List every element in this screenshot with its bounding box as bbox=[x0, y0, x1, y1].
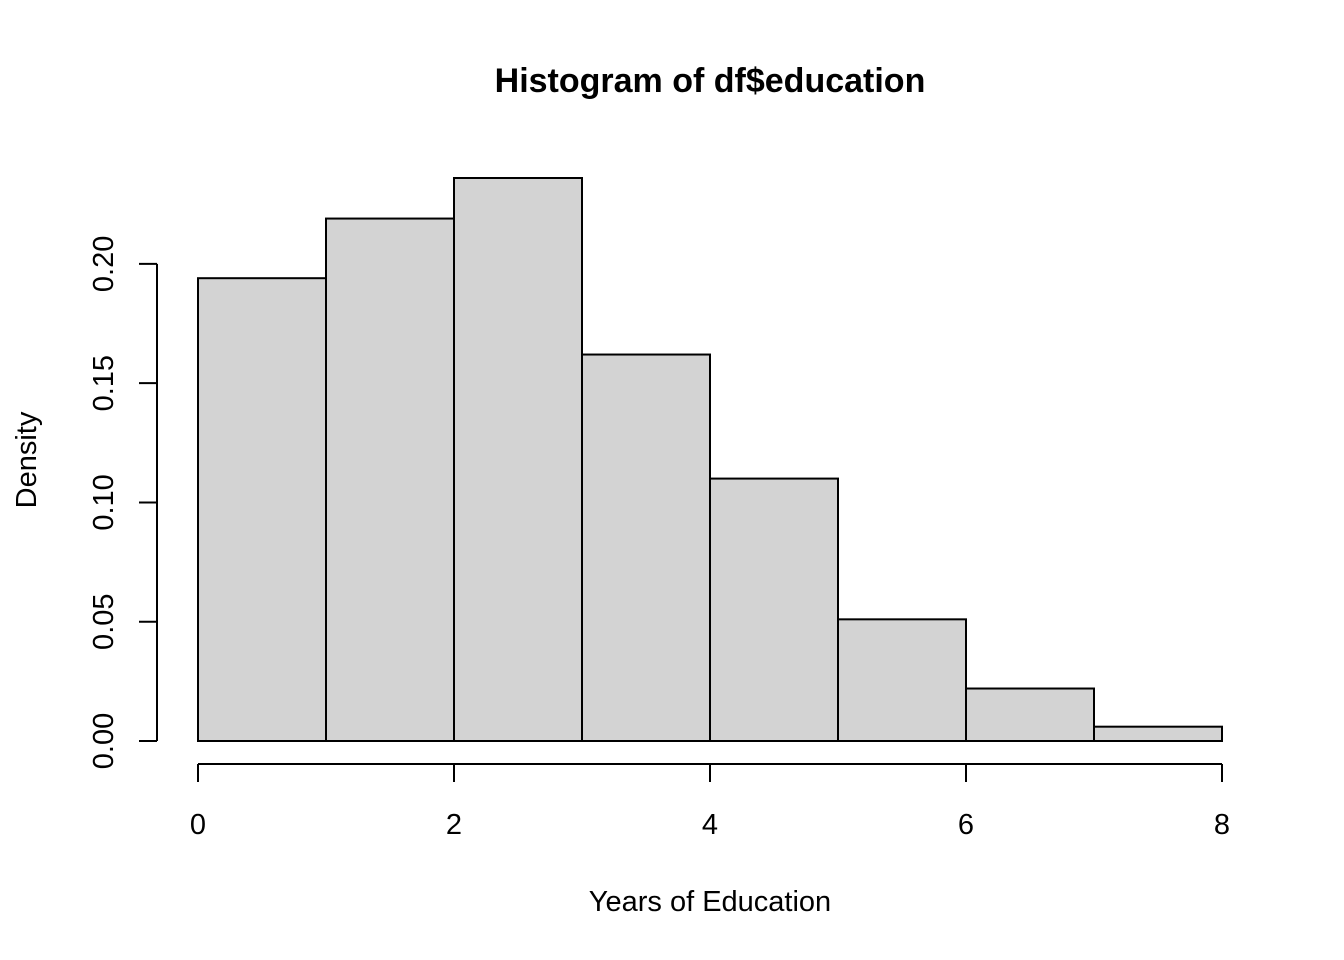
histogram-bar-4-5 bbox=[709, 477, 839, 742]
histogram-bar-7-8 bbox=[1093, 725, 1223, 743]
x-axis-label: Years of Education bbox=[589, 886, 831, 918]
x-tick-label: 8 bbox=[1214, 809, 1230, 841]
x-axis: 0 2 4 6 8 bbox=[190, 763, 1230, 841]
y-tick-label: 0.00 bbox=[88, 713, 120, 769]
bars-group bbox=[197, 177, 1223, 743]
y-axis-label: Density bbox=[11, 411, 43, 508]
histogram-bar-5-6 bbox=[837, 618, 967, 742]
x-tick-label: 0 bbox=[190, 809, 206, 841]
y-tick-label: 0.20 bbox=[88, 236, 120, 292]
histogram-bar-3-4 bbox=[581, 353, 711, 742]
chart-title: Histogram of df$education bbox=[495, 62, 926, 100]
y-tick-label: 0.10 bbox=[88, 474, 120, 530]
histogram-bar-1-2 bbox=[325, 217, 455, 742]
x-tick-label: 6 bbox=[958, 809, 974, 841]
x-tick-label: 2 bbox=[446, 809, 462, 841]
histogram-bar-6-7 bbox=[965, 687, 1095, 743]
y-axis: 0.00 0.05 0.10 0.15 0.20 bbox=[88, 236, 158, 769]
x-tick-label: 4 bbox=[702, 809, 718, 841]
y-tick-label: 0.05 bbox=[88, 593, 120, 649]
histogram-bar-0-1 bbox=[197, 277, 327, 742]
histogram-bar-2-3 bbox=[453, 177, 583, 742]
y-tick-label: 0.15 bbox=[88, 355, 120, 411]
